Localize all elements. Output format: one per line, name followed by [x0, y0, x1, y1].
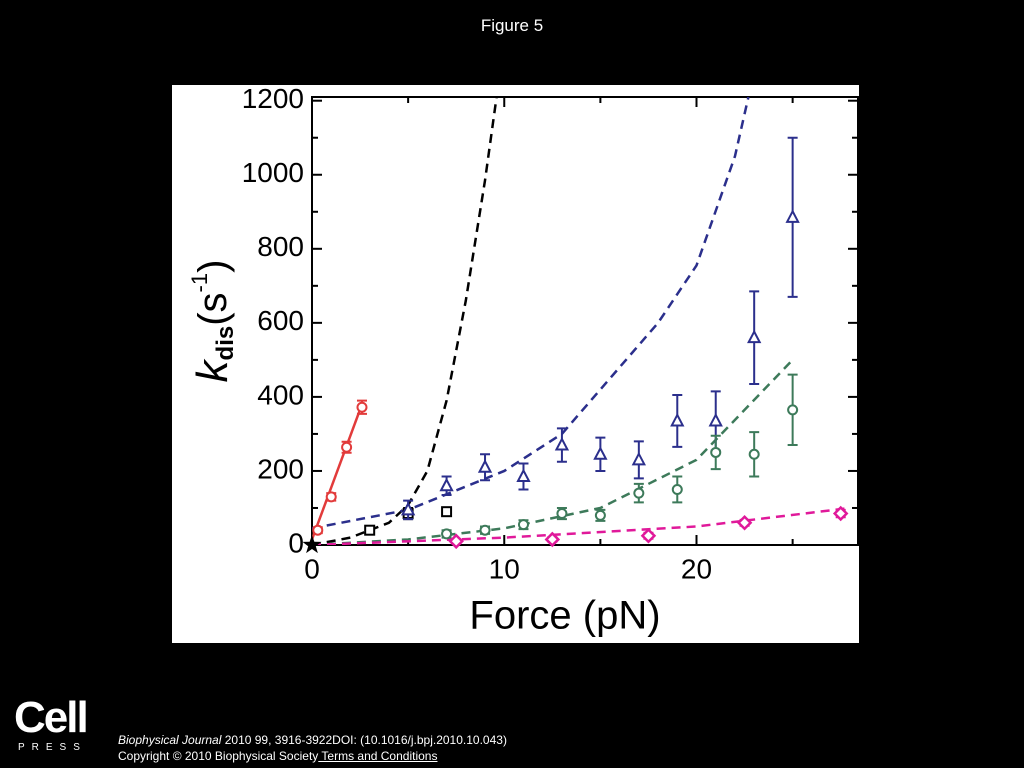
- y-tick-label: 0: [288, 527, 304, 558]
- x-tick-label: 0: [304, 553, 320, 584]
- point: [516, 468, 531, 483]
- journal: Biophysical Journal: [118, 733, 222, 747]
- point: [631, 451, 646, 466]
- point: [356, 401, 368, 413]
- point: [477, 459, 493, 473]
- point: [593, 446, 608, 460]
- panel: [172, 85, 859, 643]
- y-tick-label: 400: [257, 379, 304, 410]
- y-tick-label: 600: [257, 305, 304, 336]
- point: [556, 508, 568, 520]
- point: [748, 448, 760, 460]
- point: [640, 527, 657, 544]
- y-axis-label: kdis(s-1): [187, 260, 240, 383]
- terms-link[interactable]: Terms and Conditions: [318, 749, 438, 763]
- x-tick-label: 20: [681, 553, 712, 584]
- point: [439, 477, 454, 492]
- y-tick-label: 800: [257, 231, 304, 262]
- point: [441, 528, 453, 540]
- y-axis-label-part: ): [191, 260, 235, 273]
- copyright: Copyright © 2010 Biophysical Society: [118, 749, 319, 763]
- point: [787, 404, 799, 416]
- point: [479, 524, 491, 536]
- y-axis-label-part: (s: [191, 292, 235, 325]
- y-tick-label: 1200: [242, 83, 304, 114]
- plot-frame: [311, 96, 859, 546]
- point: [747, 329, 762, 344]
- x-axis-label: Force (pN): [469, 594, 660, 638]
- point: [325, 491, 337, 503]
- point: [312, 524, 324, 536]
- point: [400, 501, 416, 516]
- point: [441, 506, 453, 518]
- y-axis-label-part: -1: [187, 273, 212, 293]
- point: [364, 524, 376, 536]
- point: [341, 441, 353, 453]
- point: [594, 509, 606, 521]
- point: [708, 412, 723, 427]
- citation: Biophysical Journal 2010 99, 3916-3922DO…: [118, 732, 507, 764]
- figure-title: Figure 5: [480, 16, 544, 35]
- point: [517, 519, 529, 531]
- point: [544, 531, 561, 548]
- x-tick-label: 10: [489, 553, 520, 584]
- point: [832, 505, 849, 522]
- point: [736, 515, 753, 531]
- point: [633, 487, 645, 499]
- point: [671, 483, 683, 495]
- copyright-line: Copyright © 2010 Biophysical Society Ter…: [118, 748, 507, 764]
- y-axis-label-part: dis: [212, 326, 239, 361]
- fit-line: [312, 506, 851, 545]
- logo: Cell: [14, 693, 89, 742]
- fit-line: [312, 359, 794, 545]
- citation-line: Biophysical Journal 2010 99, 3916-3922DO…: [118, 732, 507, 748]
- y-tick-label: 1000: [242, 157, 304, 188]
- y-tick-label: 200: [257, 453, 304, 484]
- fit-line: [312, 97, 750, 530]
- fit-line: [312, 97, 498, 545]
- point: [554, 436, 570, 451]
- point: [785, 209, 800, 223]
- point: [448, 533, 464, 550]
- plot-area: [312, 97, 851, 545]
- y-axis-label-part: k: [188, 358, 237, 382]
- point: [710, 446, 722, 458]
- point: [302, 535, 322, 554]
- fit-line: [312, 403, 364, 540]
- point: [670, 412, 685, 427]
- logo-sub: PRESS: [18, 742, 87, 753]
- citation-text: 2010 99, 3916-3922DOI: (10.1016/j.bpj.20…: [221, 733, 507, 747]
